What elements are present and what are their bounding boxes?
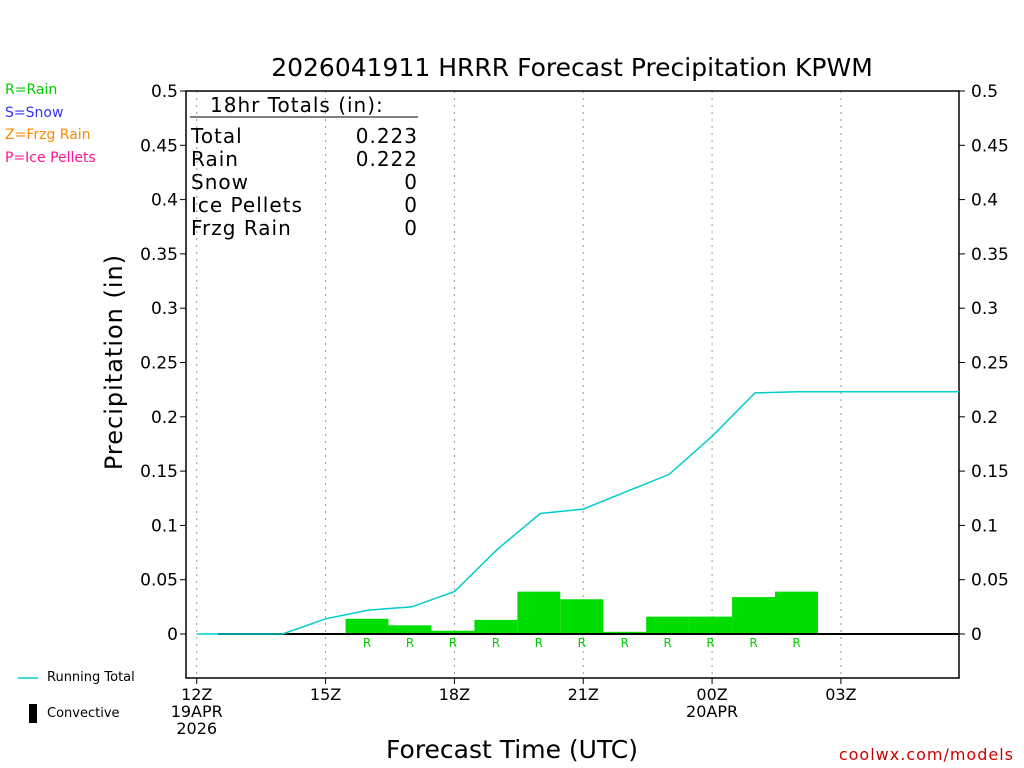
y-tick-label-right: 0.15 bbox=[971, 462, 1009, 482]
y-tick-label-right: 0 bbox=[971, 625, 982, 645]
totals-row-label: Ice Pellets bbox=[191, 193, 303, 217]
totals-row-value: 0 bbox=[404, 170, 418, 194]
y-tick-label-right: 0.25 bbox=[971, 354, 1009, 374]
totals-row-value: 0.223 bbox=[356, 124, 418, 148]
y-tick-label-right: 0.2 bbox=[971, 408, 998, 428]
rain-bar bbox=[345, 618, 389, 634]
rain-bar bbox=[560, 599, 604, 634]
y-tick-label: 0.3 bbox=[151, 299, 178, 319]
x-tick-label: 03Z bbox=[825, 685, 856, 704]
ptype-label: R bbox=[363, 636, 371, 650]
rain-bar bbox=[646, 616, 690, 634]
rain-bar bbox=[689, 616, 733, 634]
ptype-label: R bbox=[449, 636, 457, 650]
y-tick-label: 0.1 bbox=[151, 516, 178, 536]
rain-bar bbox=[388, 625, 432, 634]
ptype-label: R bbox=[663, 636, 671, 650]
rain-bar bbox=[474, 619, 518, 634]
rain-bars bbox=[345, 591, 818, 634]
x-tick-label: 20APR bbox=[686, 702, 738, 721]
ptype-label: R bbox=[578, 636, 586, 650]
chart-title: 2026041911 HRRR Forecast Precipitation K… bbox=[271, 53, 873, 82]
y-tick-label: 0.05 bbox=[140, 571, 178, 591]
running-total-line bbox=[196, 391, 959, 635]
y-tick-label: 0 bbox=[167, 625, 178, 645]
ptype-label: R bbox=[792, 636, 800, 650]
rain-bar bbox=[732, 597, 776, 634]
y-tick-label-right: 0.5 bbox=[971, 82, 998, 102]
credit-text: coolwx.com/models bbox=[838, 745, 1014, 764]
x-axis-label: Forecast Time (UTC) bbox=[386, 735, 638, 764]
legend-ice-pellets: P=Ice Pellets bbox=[5, 150, 96, 166]
ptype-label: R bbox=[621, 636, 629, 650]
y-tick-label-right: 0.4 bbox=[971, 191, 998, 211]
legend-rain: R=Rain bbox=[5, 82, 58, 98]
y-tick-label-right: 0.1 bbox=[971, 516, 998, 536]
y-tick-label: 0.15 bbox=[140, 462, 178, 482]
ptype-label: R bbox=[406, 636, 414, 650]
y-tick-label-right: 0.3 bbox=[971, 299, 998, 319]
y-tick-label-right: 0.05 bbox=[971, 571, 1009, 591]
legend-frzg-rain: Z=Frzg Rain bbox=[5, 127, 91, 143]
x-tick-label: 2026 bbox=[176, 719, 217, 738]
y-tick-label-right: 0.35 bbox=[971, 245, 1009, 265]
rain-bar bbox=[775, 591, 818, 634]
totals-box: 18hr Totals (in): Total 0.223 Rain 0.222 Snow… bbox=[190, 93, 418, 240]
x-tick-label: 12Z bbox=[181, 685, 212, 704]
running-total-legend-label: Running Total bbox=[47, 670, 135, 685]
totals-row-label: Total bbox=[190, 124, 243, 148]
plot-frame bbox=[185, 90, 960, 679]
ptype-label: R bbox=[706, 636, 714, 650]
gridlines bbox=[196, 91, 842, 678]
y-axis: 0 00.05 0.050.1 0.10.15 0.150.2 0.20.25 0.250.… bbox=[140, 82, 1009, 645]
convective-legend-label: Convective bbox=[47, 706, 120, 721]
y-tick-label: 0.25 bbox=[140, 354, 178, 374]
ptype-label: R bbox=[749, 636, 757, 650]
totals-row-label: Rain bbox=[191, 147, 239, 171]
totals-row-label: Snow bbox=[191, 170, 249, 194]
x-tick-label: 18Z bbox=[439, 685, 470, 704]
rain-bar bbox=[603, 631, 647, 634]
totals-row-value: 0 bbox=[404, 216, 418, 240]
y-tick-label: 0.4 bbox=[151, 191, 178, 211]
ptype-label: R bbox=[492, 636, 500, 650]
totals-row-label: Frzg Rain bbox=[191, 216, 292, 240]
y-tick-label: 0.35 bbox=[140, 245, 178, 265]
convective-legend-swatch bbox=[29, 704, 37, 723]
totals-header: 18hr Totals (in): bbox=[210, 93, 384, 117]
y-axis-label: Precipitation (in) bbox=[100, 254, 128, 470]
y-tick-label: 0.5 bbox=[151, 82, 178, 102]
rain-bar bbox=[431, 630, 475, 634]
y-tick-label-right: 0.45 bbox=[971, 136, 1009, 156]
totals-row-value: 0 bbox=[404, 193, 418, 217]
legend-snow: S=Snow bbox=[5, 105, 64, 121]
y-tick-label: 0.2 bbox=[151, 408, 178, 428]
x-tick-label: 15Z bbox=[310, 685, 341, 704]
x-tick-label: 19APR bbox=[171, 702, 223, 721]
y-tick-label: 0.45 bbox=[140, 136, 178, 156]
totals-row-value: 0.222 bbox=[356, 147, 418, 171]
x-tick-label: 21Z bbox=[568, 685, 599, 704]
ptype-label: R bbox=[535, 636, 543, 650]
x-tick-label: 00Z bbox=[696, 685, 727, 704]
rain-bar bbox=[517, 591, 561, 634]
